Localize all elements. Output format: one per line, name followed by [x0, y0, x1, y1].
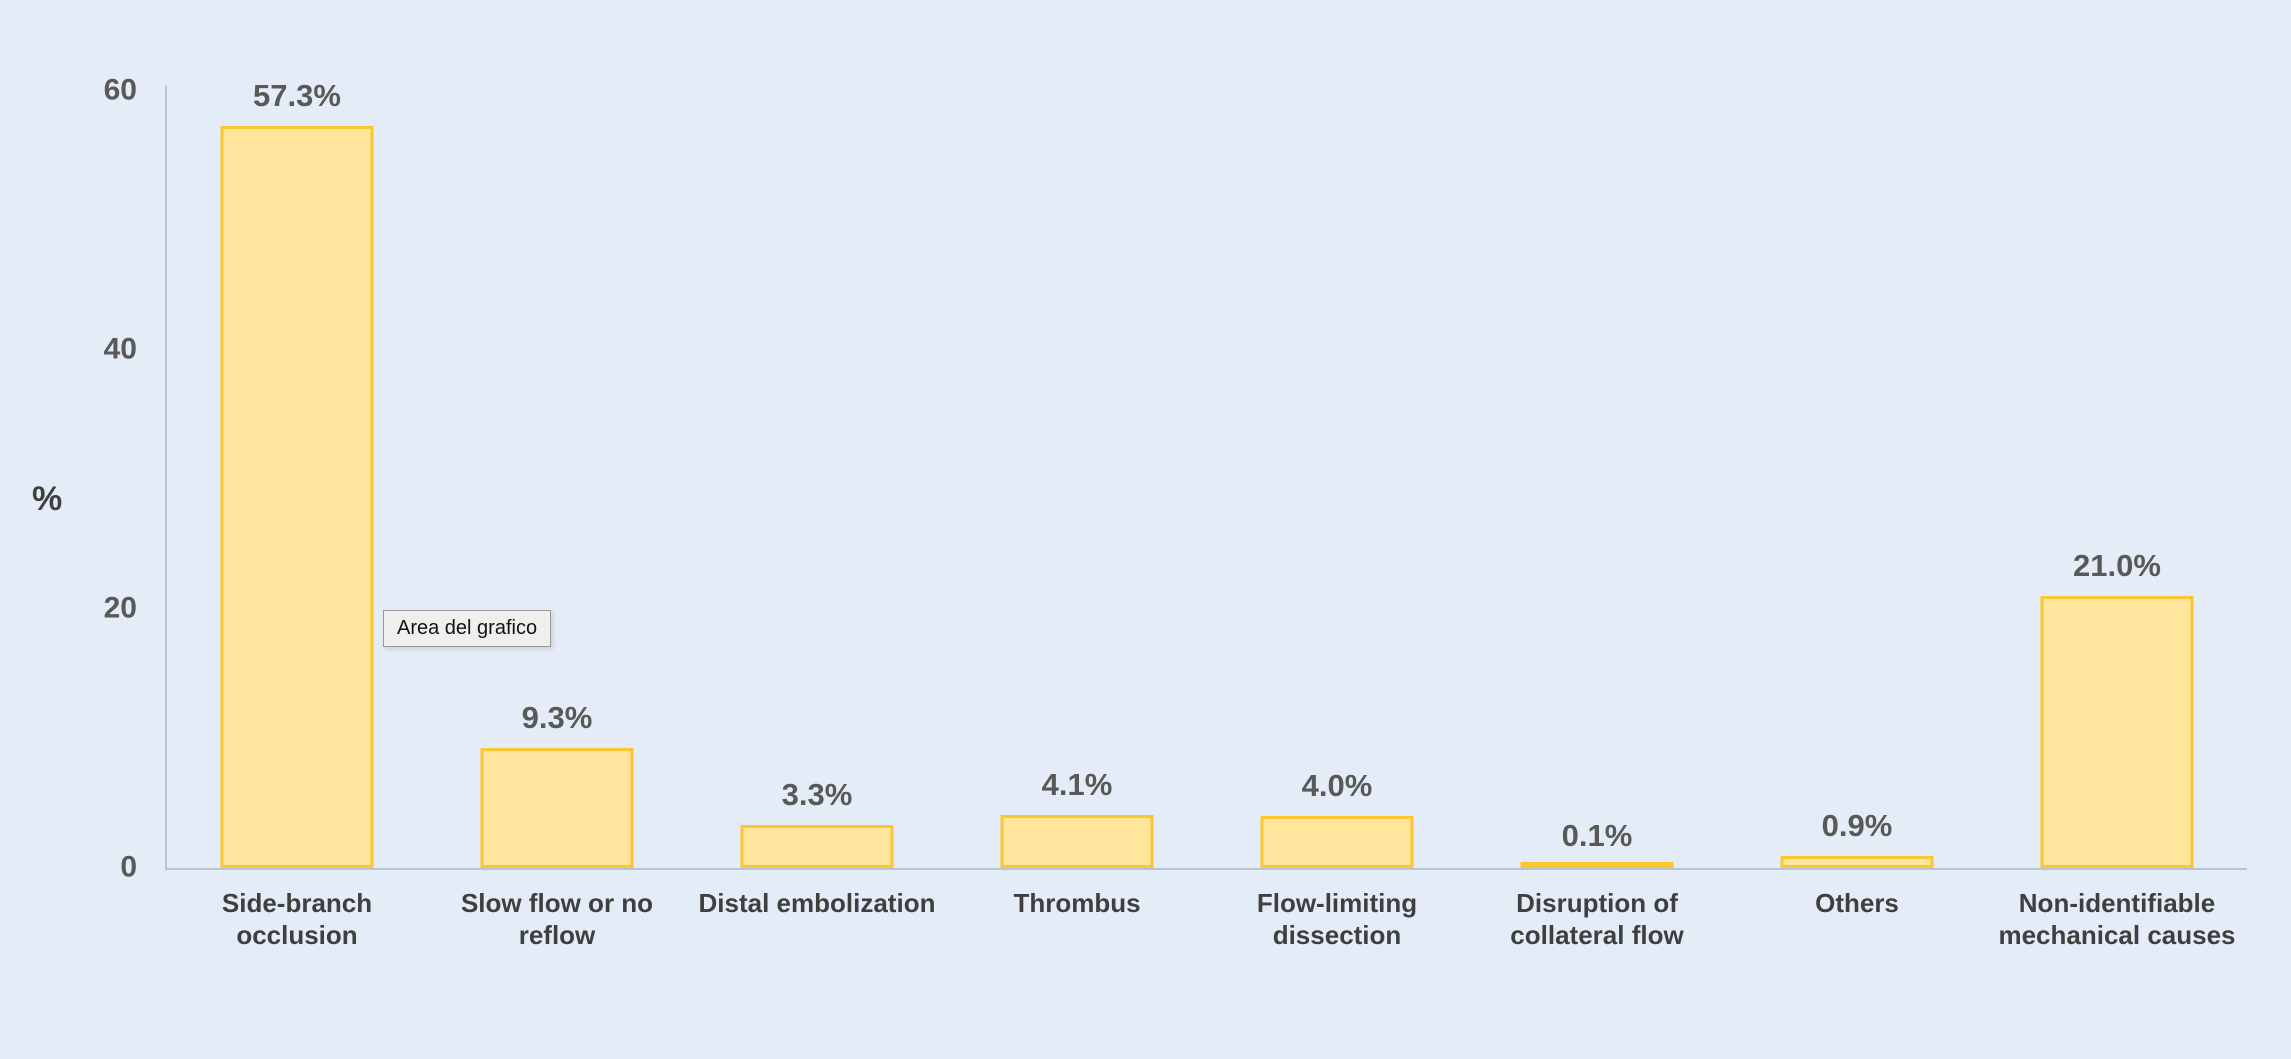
y-tick-label: 20	[103, 591, 137, 625]
bar-value-label: 4.1%	[1041, 766, 1113, 802]
bar-slot: 4.0%	[1207, 91, 1467, 868]
x-axis-line	[165, 868, 2247, 870]
category-label: Disruption of collateral flow	[1510, 888, 1684, 950]
y-axis-line	[165, 85, 167, 870]
category-label: Distal embolization	[698, 888, 936, 918]
bar-4[interactable]	[1000, 814, 1154, 868]
category-label: Flow-limiting dissection	[1256, 888, 1418, 950]
y-tick-label: 40	[103, 332, 137, 366]
bar-slot: 57.3%	[167, 78, 427, 868]
category-label: Side-branch occlusion	[221, 888, 373, 950]
bar-slot: 4.1%	[947, 91, 1207, 868]
bar-8[interactable]	[2040, 596, 2194, 868]
bar-value-label: 9.3%	[521, 699, 593, 735]
bar-slot: 21.0%	[1987, 91, 2247, 868]
category-label: Thrombus	[1013, 888, 1141, 918]
y-tick-label: 60	[103, 73, 137, 107]
bar-value-label: 57.3%	[253, 77, 341, 113]
x-axis-category-labels: Side-branch occlusion Slow flow or no ref…	[167, 888, 2247, 951]
bar-1[interactable]	[220, 125, 374, 868]
category-label: Others	[1815, 888, 1899, 918]
bar-7[interactable]	[1780, 856, 1934, 868]
bar-value-label: 0.9%	[1821, 808, 1893, 844]
bar-5[interactable]	[1260, 816, 1414, 868]
bar-value-label: 3.3%	[781, 777, 853, 813]
bar-6[interactable]	[1520, 862, 1674, 868]
bar-slot: 3.3%	[687, 91, 947, 868]
bar-value-label: 0.1%	[1561, 817, 1633, 853]
category-label: Slow flow or no reflow	[460, 888, 654, 950]
bar-slot: 0.9%	[1727, 91, 1987, 868]
bar-3[interactable]	[740, 825, 894, 868]
bar-slot: 9.3%	[427, 91, 687, 868]
bar-value-label: 4.0%	[1301, 768, 1373, 804]
bar-value-label: 21.0%	[2073, 548, 2161, 584]
y-axis-title: %	[32, 480, 63, 518]
category-label: Non-identifiable mechanical causes	[1998, 888, 2236, 950]
y-tick-label: 0	[120, 850, 137, 884]
chart-area-tooltip: Area del grafico	[383, 610, 552, 647]
bar-2[interactable]	[480, 747, 634, 868]
bar-slot: 0.1%	[1467, 91, 1727, 868]
plot-area[interactable]: 57.3% 9.3% 3.3% 4.1% 4.0% 0.1% 0.9% 21.0%	[167, 78, 2247, 868]
